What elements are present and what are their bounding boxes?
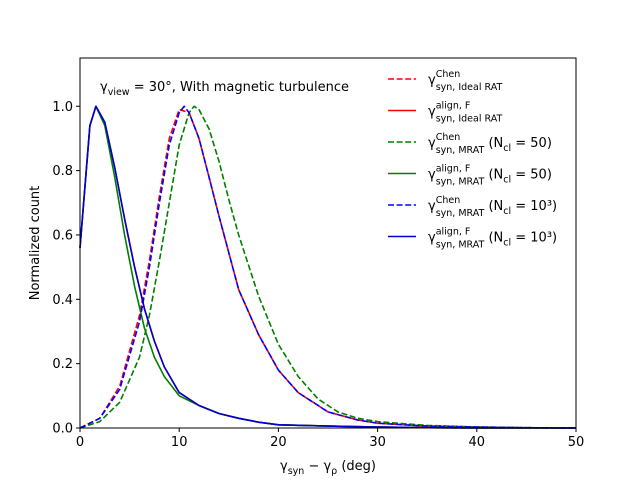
x-axis-label: γsyn − γρ (deg): [280, 459, 376, 477]
y-tick-label: 0.2: [52, 357, 73, 372]
series-line-1: [79, 108, 577, 429]
x-tick-label: 40: [469, 435, 486, 450]
x-tick-label: 20: [270, 435, 287, 450]
y-axis-label: Normalized count: [28, 186, 43, 301]
y-tick-label: 0.0: [52, 422, 73, 437]
legend-label-5: γChen syn, MRAT (Ncl = 10³): [428, 195, 557, 219]
x-tick-label: 10: [171, 435, 188, 450]
series-line-3: [79, 105, 577, 429]
y-tick-label: 0.4: [52, 293, 73, 308]
x-tick-label: 0: [76, 435, 84, 450]
series-line-2: [79, 105, 576, 429]
annotation-text: γview = 30°, With magnetic turbulence: [100, 80, 349, 98]
series-line-4: [79, 105, 576, 429]
series-lines: [79, 105, 577, 429]
legend-label-1: γChen syn, Ideal RAT: [428, 69, 502, 93]
x-tick-label: 50: [568, 435, 585, 450]
x-tick-label: 30: [369, 435, 386, 450]
axis-ticks: 0 10 20 30 40 50 0.0 0.2 0.4 0.6 0.8 1.0: [52, 100, 584, 450]
legend-label-3: γChen syn, MRAT (Ncl = 50): [428, 132, 552, 156]
plot-frame: [79, 57, 577, 429]
y-tick-label: 1.0: [52, 100, 73, 115]
y-tick-label: 0.8: [52, 164, 73, 179]
series-line-5: [79, 105, 577, 429]
y-tick-label: 0.6: [52, 228, 73, 243]
series-line-6: [79, 105, 576, 429]
